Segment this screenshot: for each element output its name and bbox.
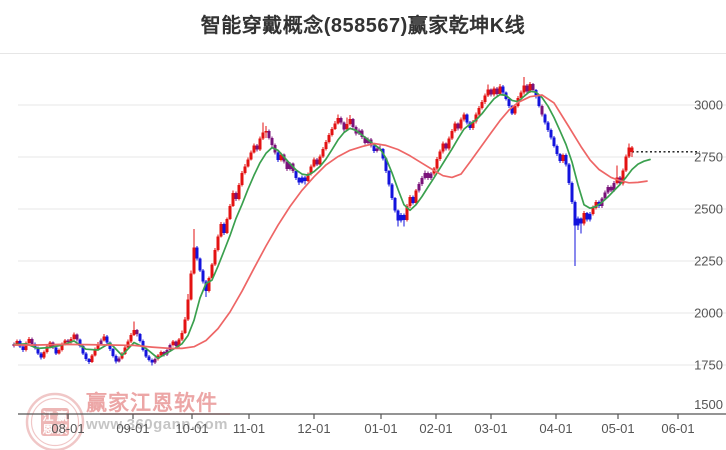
svg-text:恩: 恩 <box>43 423 54 436</box>
title-divider <box>0 53 726 54</box>
svg-text:03-01: 03-01 <box>474 421 507 436</box>
svg-text:赢: 赢 <box>57 409 68 423</box>
svg-text:04-01: 04-01 <box>539 421 572 436</box>
svg-text:01-01: 01-01 <box>364 421 397 436</box>
svg-text:2250: 2250 <box>694 254 723 269</box>
svg-text:06-01: 06-01 <box>661 421 694 436</box>
candles-layer <box>12 76 634 366</box>
watermark-seal: 江 赢 恩 家 <box>25 392 85 450</box>
svg-text:09-01: 09-01 <box>116 421 149 436</box>
svg-text:2500: 2500 <box>694 202 723 217</box>
watermark-brand-text: 赢家江恩软件 <box>86 392 218 415</box>
svg-text:08-01: 08-01 <box>51 421 84 436</box>
svg-text:1750: 1750 <box>694 358 723 373</box>
svg-text:12-01: 12-01 <box>297 421 330 436</box>
svg-text:11-01: 11-01 <box>233 421 265 436</box>
svg-text:1500: 1500 <box>694 397 723 412</box>
svg-text:江: 江 <box>43 409 54 423</box>
svg-text:3000: 3000 <box>694 98 723 113</box>
svg-text:10-01: 10-01 <box>175 421 208 436</box>
grid-lines <box>18 104 726 366</box>
chart-title: 智能穿戴概念(858567)赢家乾坤K线 <box>200 15 526 37</box>
svg-text:2750: 2750 <box>694 150 723 165</box>
svg-text:05-01: 05-01 <box>601 421 634 436</box>
watermark-url-text: www.360gann.com <box>86 416 228 433</box>
svg-text:02-01: 02-01 <box>419 421 452 436</box>
svg-text:2000: 2000 <box>694 306 723 321</box>
svg-text:家: 家 <box>57 422 69 436</box>
moving-average-lines <box>13 90 651 360</box>
axes-and-tick-labels: 08-01 09-01 10-01 11-01 12-01 01-01 02-01 03-01… <box>18 98 726 436</box>
